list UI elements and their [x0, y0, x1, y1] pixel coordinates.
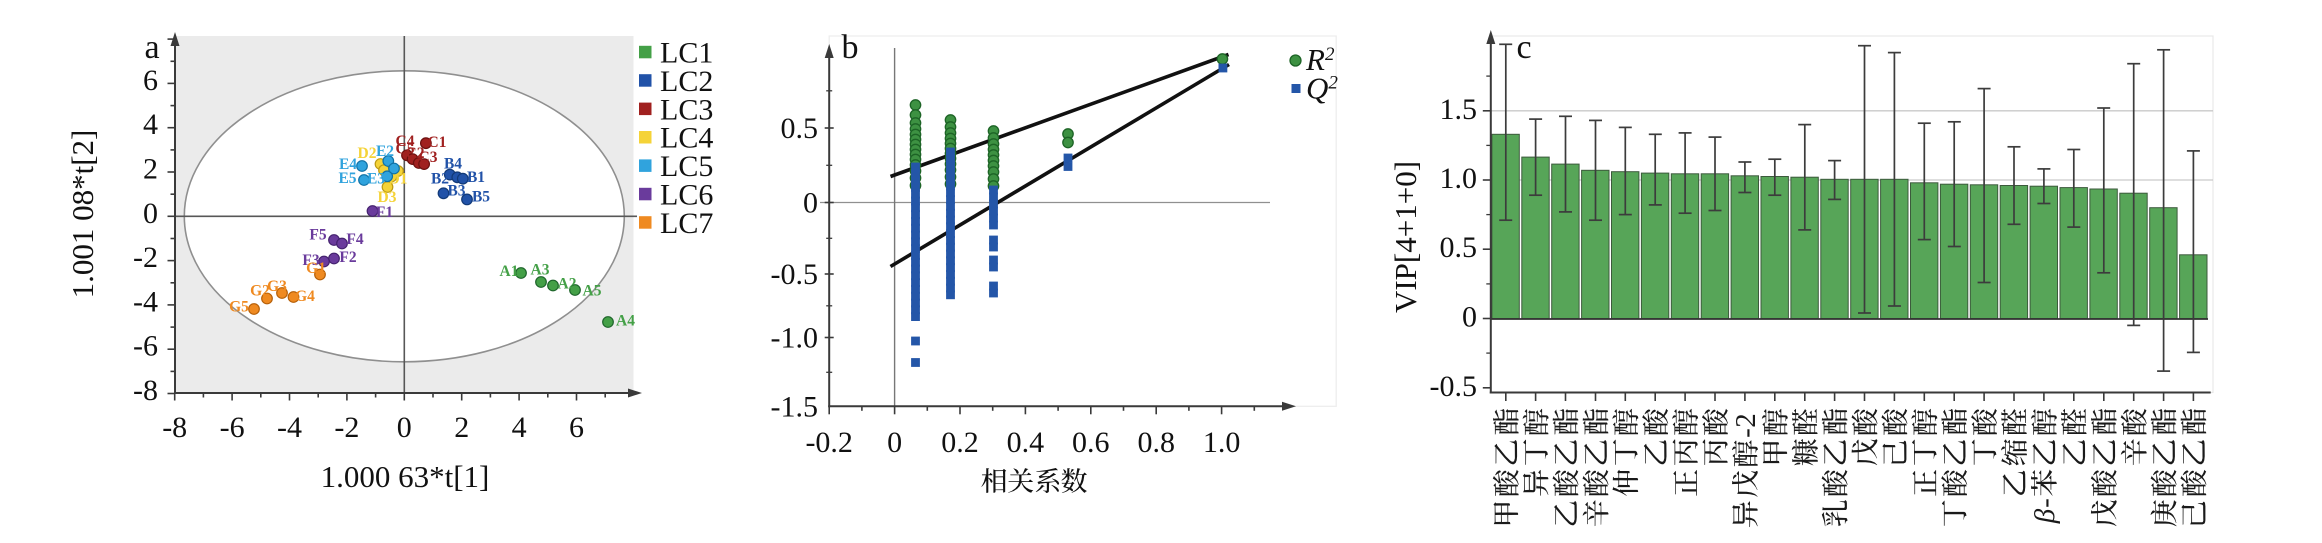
svg-text:0: 0 [1462, 301, 1477, 334]
svg-text:-0.5: -0.5 [771, 258, 819, 291]
svg-text:-6: -6 [133, 330, 158, 363]
svg-text:LC7: LC7 [660, 207, 713, 240]
svg-text:0.2: 0.2 [941, 426, 979, 459]
svg-text:β: β [2029, 508, 2061, 524]
svg-text:A3: A3 [531, 262, 550, 279]
svg-text:c: c [1516, 29, 1531, 66]
svg-text:0.6: 0.6 [1072, 426, 1110, 459]
svg-text:A4: A4 [616, 313, 635, 330]
svg-text:-0.2: -0.2 [805, 426, 853, 459]
svg-text:2: 2 [1730, 413, 1762, 428]
svg-text:G1: G1 [306, 260, 326, 277]
svg-text:LC1: LC1 [660, 37, 713, 70]
svg-text:F1: F1 [376, 204, 393, 221]
svg-text:-1.5: -1.5 [771, 391, 819, 424]
svg-text:1.0: 1.0 [1203, 426, 1241, 459]
svg-text:F3: F3 [302, 252, 319, 269]
svg-text:1.5: 1.5 [1440, 93, 1478, 126]
svg-text:LC3: LC3 [660, 93, 713, 126]
svg-text:LC5: LC5 [660, 150, 713, 183]
svg-text:0: 0 [803, 187, 818, 220]
svg-text:VIP[4+1+0]: VIP[4+1+0] [1388, 161, 1423, 313]
svg-text:-4: -4 [277, 411, 302, 444]
svg-text:G5: G5 [229, 299, 249, 316]
svg-text:D3: D3 [378, 189, 397, 206]
svg-text:C4: C4 [396, 133, 415, 150]
svg-text:0: 0 [397, 411, 412, 444]
svg-text:6: 6 [143, 64, 158, 97]
svg-text:2: 2 [454, 411, 469, 444]
svg-text:E4: E4 [339, 156, 357, 173]
svg-text:C5: C5 [396, 141, 415, 158]
svg-text:A2: A2 [558, 276, 577, 293]
svg-text:LC2: LC2 [660, 65, 713, 98]
svg-text:F5: F5 [309, 227, 326, 244]
svg-text:6: 6 [569, 411, 584, 444]
svg-text:-1.0: -1.0 [771, 322, 819, 355]
svg-text:F2: F2 [339, 249, 356, 266]
svg-text:C2: C2 [406, 145, 425, 162]
svg-text:D1: D1 [389, 171, 408, 188]
svg-text:E3: E3 [367, 171, 385, 188]
svg-text:C1: C1 [428, 134, 447, 151]
svg-text:4: 4 [512, 411, 527, 444]
svg-text:E5: E5 [338, 170, 356, 187]
svg-text:2: 2 [143, 153, 158, 186]
svg-text:-8: -8 [133, 374, 158, 407]
svg-text:B1: B1 [467, 169, 485, 186]
svg-text:B2: B2 [431, 171, 449, 188]
svg-text:1.0: 1.0 [1440, 162, 1478, 195]
svg-text:E2: E2 [376, 143, 394, 160]
svg-text:4: 4 [143, 108, 158, 141]
svg-text:D2: D2 [358, 145, 377, 162]
svg-text:0.8: 0.8 [1137, 426, 1175, 459]
svg-text:-2: -2 [334, 411, 359, 444]
svg-text:C3: C3 [419, 149, 438, 166]
svg-text:0: 0 [143, 197, 158, 230]
svg-text:-6: -6 [220, 411, 245, 444]
svg-text:G3: G3 [267, 278, 287, 295]
svg-text:0.4: 0.4 [1007, 426, 1045, 459]
svg-text:-8: -8 [162, 411, 187, 444]
svg-text:b: b [842, 29, 859, 66]
svg-text:-4: -4 [133, 285, 158, 318]
svg-text:0.5: 0.5 [1440, 231, 1478, 264]
svg-text:-2: -2 [133, 241, 158, 274]
svg-text:B4: B4 [444, 156, 462, 173]
svg-text:A5: A5 [583, 283, 602, 300]
svg-text:G4: G4 [295, 288, 315, 305]
svg-text:B3: B3 [447, 183, 465, 200]
svg-text:LC6: LC6 [660, 179, 713, 212]
svg-text:-: - [2029, 498, 2061, 508]
svg-text:0.5: 0.5 [781, 112, 819, 145]
svg-text:A1: A1 [500, 263, 519, 280]
svg-text:-0.5: -0.5 [1430, 370, 1478, 403]
svg-text:F4: F4 [346, 231, 363, 248]
svg-text:0: 0 [887, 426, 902, 459]
svg-text:1.000 63*t[1]: 1.000 63*t[1] [321, 459, 490, 494]
svg-text:B5: B5 [472, 189, 490, 206]
svg-text:a: a [144, 29, 159, 66]
svg-text:LC4: LC4 [660, 122, 713, 155]
svg-text:-: - [1730, 428, 1762, 438]
svg-text:1.001 08*t[2]: 1.001 08*t[2] [65, 130, 100, 299]
svg-text:G2: G2 [250, 283, 270, 300]
